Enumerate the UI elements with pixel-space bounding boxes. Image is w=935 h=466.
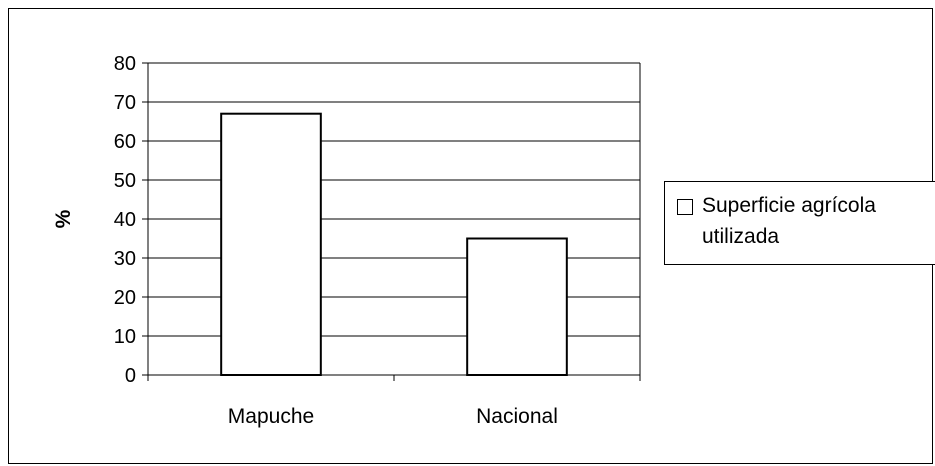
legend: Superficie agrícola utilizada [664,181,935,265]
legend-swatch [677,199,693,215]
y-tick-label: 20 [114,287,136,309]
legend-label: Superficie agrícola utilizada [702,194,876,248]
y-tick-label: 0 [125,365,136,387]
y-tick-label: 10 [114,326,136,348]
bar-nacional [466,237,568,376]
y-axis-label: % [52,209,75,228]
y-tick-label: 50 [114,170,136,192]
x-category-label: Nacional [476,405,558,428]
y-tick-label: 60 [114,131,136,153]
bars [220,112,568,376]
y-tick-label: 40 [114,209,136,231]
y-tick-label: 30 [114,248,136,270]
bar-mapuche [220,112,322,376]
x-category-label: Mapuche [228,405,314,428]
y-tick-label: 80 [114,53,136,75]
gridlines [148,62,641,375]
y-tick-label: 70 [114,92,136,114]
axis-labels: 0 10 20 30 40 50 60 70 80 Mapuche Nacional [114,53,558,428]
